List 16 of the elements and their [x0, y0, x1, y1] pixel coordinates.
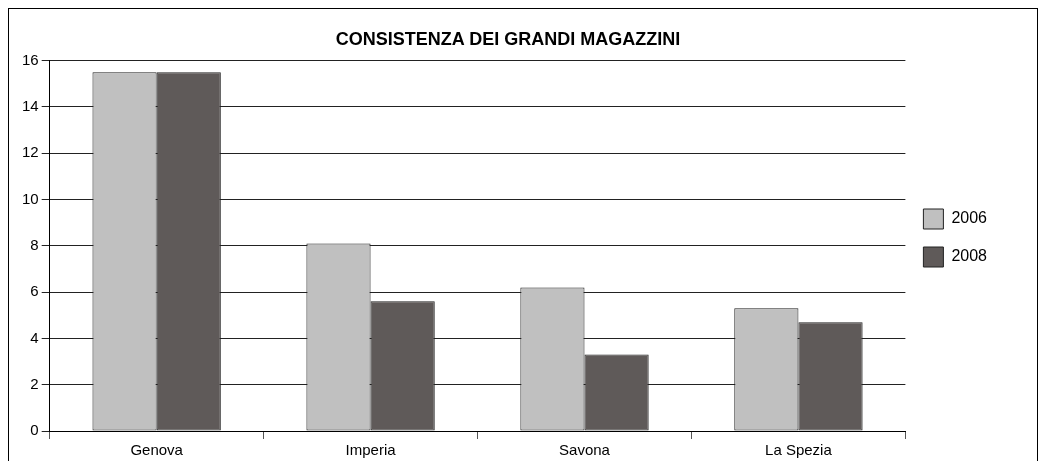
y-tick-label: 12	[22, 143, 39, 161]
x-tick-label: Genova	[130, 441, 184, 459]
y-tick-label: 10	[22, 189, 39, 207]
y-tick-label: 8	[30, 235, 39, 253]
y-tick-label: 4	[30, 328, 39, 346]
legend-label: 2008	[951, 247, 988, 265]
chart-title: CONSISTENZA DEI GRANDI MAGAZZINI	[335, 28, 681, 49]
x-tick-label: Savona	[559, 441, 611, 459]
y-tick-label: 0	[30, 421, 39, 439]
y-tick-label: 16	[22, 50, 39, 68]
y-tick-label: 6	[30, 282, 39, 300]
y-tick-label: 14	[22, 97, 39, 115]
y-tick-label: 2	[30, 374, 39, 392]
x-tick-label: La Spezia	[765, 441, 833, 459]
x-tick-label: Imperia	[345, 441, 397, 459]
legend-label: 2006	[951, 209, 988, 227]
